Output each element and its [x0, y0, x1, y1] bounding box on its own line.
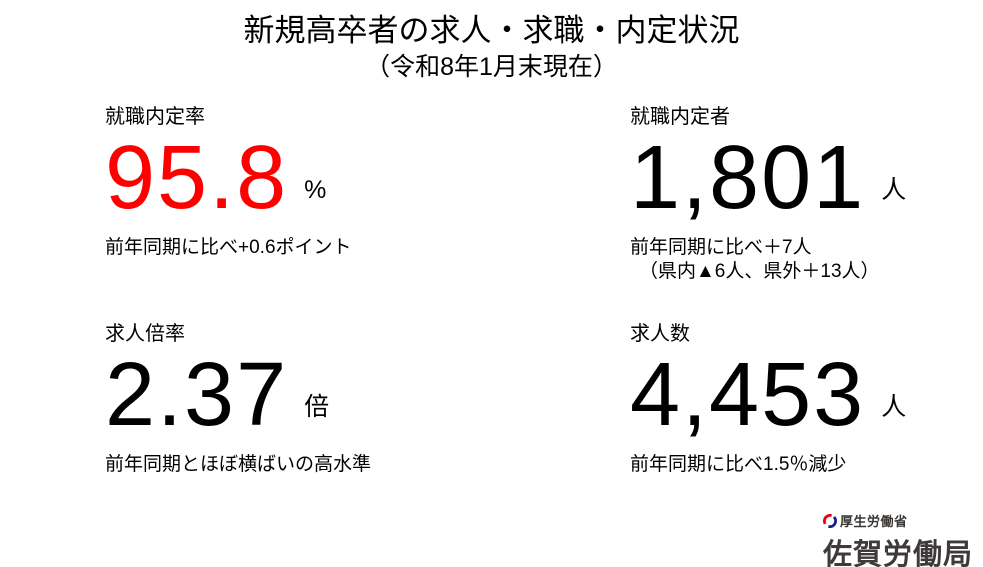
metric-card-job-openings: 求人数 4,453 人 前年同期に比べ1.5％減少 — [630, 322, 983, 477]
metric-unit: % — [304, 176, 327, 204]
bureau-name: 佐賀労働局 — [823, 539, 974, 567]
ministry-row: 厚生労働省 — [823, 511, 973, 530]
header: 新規高卒者の求人・求職・内定状況 （令和8年1月末現在） — [0, 12, 983, 82]
metric-label: 求人数 — [630, 323, 690, 345]
mhlw-logo-block: 厚生労働省 佐賀労働局 — [823, 511, 973, 567]
metric-label: 求人倍率 — [105, 323, 185, 345]
metric-note-detail: （県内▲6人、県外＋13人） — [639, 260, 880, 282]
metric-value: 2.37 — [105, 345, 289, 445]
metric-label: 就職内定者 — [630, 106, 730, 128]
metric-value: 1,801 — [630, 128, 866, 228]
metric-value-row: 2.37 倍 — [105, 348, 555, 446]
metric-note: 前年同期に比べ+0.6ポイント — [105, 237, 352, 258]
page-title: 新規高卒者の求人・求職・内定状況 — [243, 13, 740, 48]
page-subtitle: （令和8年1月末現在） — [365, 52, 618, 81]
metric-unit: 人 — [881, 176, 907, 204]
mhlw-logo-icon — [823, 513, 837, 528]
metric-label: 就職内定率 — [105, 106, 205, 128]
metric-card-offer-recipients: 就職内定者 1,801 人 前年同期に比べ＋7人 （県内▲6人、県外＋13人） — [630, 105, 983, 283]
metric-value-row: 95.8 % — [105, 131, 555, 229]
metric-note: 前年同期とほぼ横ばいの高水準 — [105, 454, 372, 475]
metric-note: 前年同期に比べ＋7人 — [630, 237, 812, 258]
metric-value-row: 1,801 人 — [630, 131, 983, 229]
metric-card-job-openings-ratio: 求人倍率 2.37 倍 前年同期とほぼ横ばいの高水準 — [105, 322, 555, 477]
metric-note: 前年同期に比べ1.5％減少 — [630, 454, 847, 475]
metric-value-row: 4,453 人 — [630, 348, 983, 446]
metric-value: 95.8 — [105, 128, 289, 228]
metric-unit: 倍 — [304, 393, 330, 421]
metric-card-employment-offer-rate: 就職内定率 95.8 % 前年同期に比べ+0.6ポイント — [105, 105, 555, 260]
metric-unit: 人 — [881, 393, 907, 421]
ministry-name: 厚生労働省 — [840, 514, 908, 529]
metric-value: 4,453 — [630, 345, 866, 445]
